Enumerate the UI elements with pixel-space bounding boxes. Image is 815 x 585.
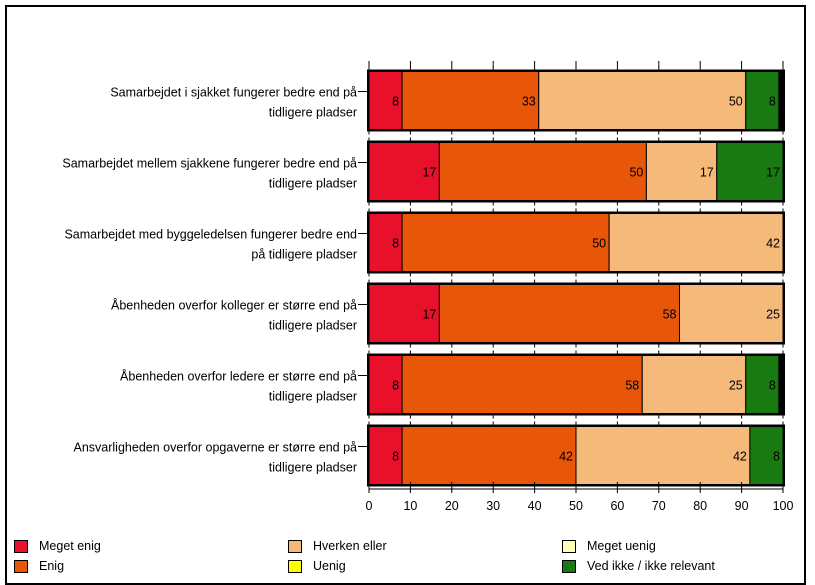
bar-segment [641, 355, 747, 414]
data-label: 8 [392, 450, 399, 464]
category-label: tidligere pladser [269, 390, 357, 404]
data-label: 25 [766, 308, 780, 322]
data-label: 50 [629, 166, 643, 180]
data-label: 8 [769, 95, 776, 109]
data-label: 8 [773, 450, 780, 464]
bar-segment [745, 355, 780, 414]
category-label: Ansvarligheden overfor opgaverne er stør… [74, 441, 358, 455]
x-tick-label: 30 [486, 499, 500, 513]
x-tick-label: 60 [610, 499, 624, 513]
data-label: 33 [522, 95, 536, 109]
bar-segment [438, 284, 680, 343]
data-label: 58 [663, 308, 677, 322]
category-label: Samarbejdet mellem sjakkene fungerer bed… [62, 157, 357, 171]
bar-segment [368, 355, 403, 414]
data-label: 42 [559, 450, 573, 464]
category-label: Samarbejdet med byggeledelsen fungerer b… [64, 228, 357, 242]
bar-segment [679, 284, 784, 343]
bar-segment [368, 71, 403, 130]
bar-segment [401, 355, 643, 414]
bar-segment [401, 71, 540, 130]
category-label: tidligere pladser [269, 319, 357, 333]
x-tick-label: 0 [366, 499, 373, 513]
bar-segment [645, 142, 718, 201]
category-label: tidligere pladser [269, 106, 357, 120]
x-tick-label: 40 [528, 499, 542, 513]
data-label: 8 [392, 237, 399, 251]
category-label: Åbenheden overfor ledere er større end p… [120, 369, 357, 384]
data-label: 25 [729, 379, 743, 393]
data-label: 8 [392, 95, 399, 109]
data-label: 42 [766, 237, 780, 251]
category-label: Samarbejdet i sjakket fungerer bedre end… [110, 86, 357, 100]
data-label: 17 [700, 166, 714, 180]
bar-segment [368, 142, 440, 201]
bar-segment [745, 71, 780, 130]
data-label: 8 [769, 379, 776, 393]
x-tick-label: 80 [693, 499, 707, 513]
bar-segment [401, 213, 610, 272]
bar-segment [608, 213, 784, 272]
data-label: 50 [729, 95, 743, 109]
x-tick-label: 90 [735, 499, 749, 513]
x-tick-label: 10 [403, 499, 417, 513]
bar-segment [716, 142, 784, 201]
bar-segment [401, 426, 577, 485]
category-label: tidligere pladser [269, 177, 357, 191]
x-tick-label: 100 [773, 499, 794, 513]
bar-segment [538, 71, 747, 130]
bar-segment [368, 213, 403, 272]
x-tick-label: 20 [445, 499, 459, 513]
bar-segment [438, 142, 647, 201]
data-label: 58 [625, 379, 639, 393]
bar-segment [575, 426, 751, 485]
bar-segment [749, 426, 784, 485]
data-label: 17 [766, 166, 780, 180]
category-label: tidligere pladser [269, 461, 357, 475]
x-tick-label: 70 [652, 499, 666, 513]
category-label: på tidligere pladser [251, 248, 357, 262]
category-label: Åbenheden overfor kolleger er større end… [111, 298, 357, 313]
data-label: 8 [392, 379, 399, 393]
data-label: 17 [422, 166, 436, 180]
x-tick-label: 50 [569, 499, 583, 513]
data-label: 42 [733, 450, 747, 464]
data-label: 17 [422, 308, 436, 322]
data-label: 50 [592, 237, 606, 251]
